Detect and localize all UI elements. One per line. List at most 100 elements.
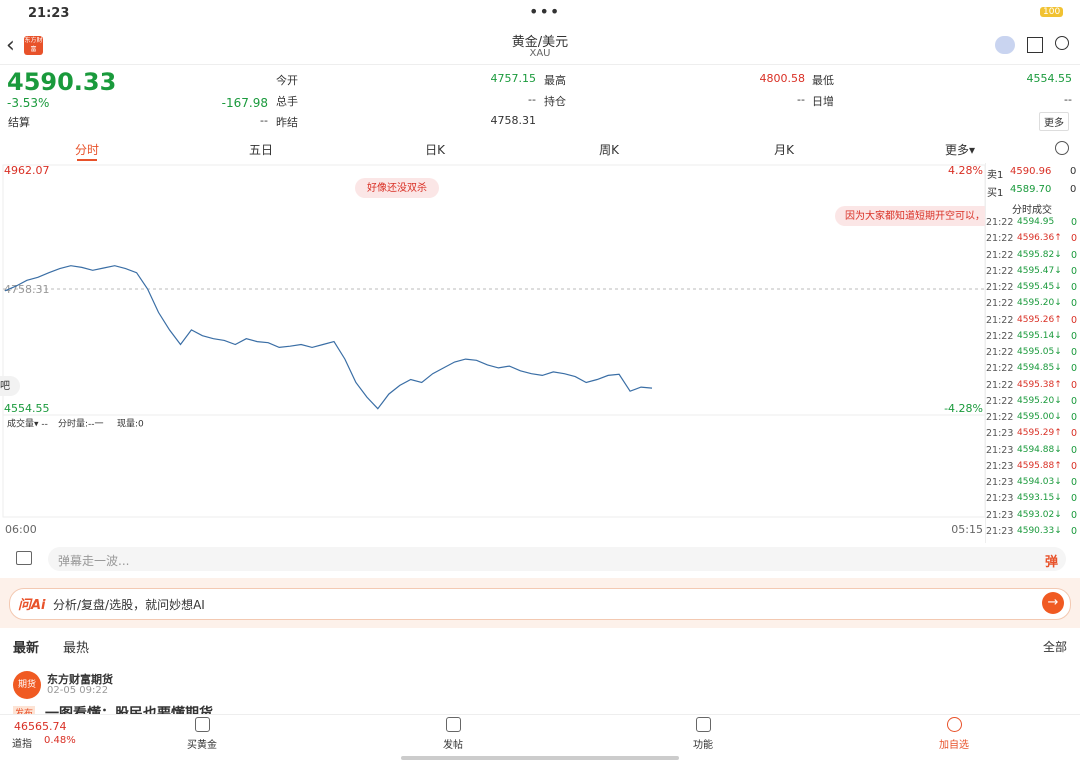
ai-placeholder: 分析/复盘/选股，就问妙想AI (53, 598, 205, 612)
book-price: 4589.70 (1010, 184, 1052, 195)
settings-icon[interactable] (1055, 141, 1069, 155)
trade-price: 4594.95 (1017, 217, 1055, 227)
field-label: 昨结 (276, 116, 298, 129)
trade-time: 21:22 (986, 282, 1014, 293)
nav-icon[interactable] (195, 717, 210, 732)
danmu-input[interactable] (48, 547, 1066, 571)
trade-price: 4595.82↓ (1017, 249, 1062, 260)
search-icon[interactable] (1055, 36, 1069, 50)
chart-tab[interactable]: 五日 (248, 143, 273, 157)
trade-price: 4595.26↑ (1017, 314, 1062, 325)
field-label: 日增 (812, 95, 834, 108)
share-icon[interactable] (1027, 37, 1043, 53)
nav-label[interactable]: 功能 (693, 740, 713, 751)
feed-filter[interactable]: 全部 (1043, 640, 1068, 654)
feed-tab-active[interactable]: 最新 (13, 641, 40, 656)
trade-volume: 0 (1071, 444, 1078, 456)
trade-volume: 0 (1071, 282, 1078, 293)
danmu-toggle[interactable] (16, 551, 32, 565)
chart-tab[interactable]: 日K (425, 143, 445, 157)
trade-volume: 0 (1071, 233, 1078, 245)
book-price: 4590.96 (1010, 166, 1052, 177)
app-logo: 东方财富 (24, 36, 43, 55)
trade-price: 4595.88↑ (1017, 460, 1062, 471)
nav-label[interactable]: 发帖 (443, 740, 463, 751)
nav-icon[interactable] (696, 717, 711, 732)
feed-tab[interactable]: 最热 (63, 641, 90, 656)
trade-time: 21:23 (986, 444, 1014, 456)
trade-volume: 0 (1071, 395, 1078, 407)
danmu-bubble: 吧 (0, 381, 10, 392)
chart-frame (2, 164, 985, 518)
post-author[interactable]: 东方财富期货 (47, 673, 113, 686)
divider (0, 64, 1080, 65)
trade-volume: 0 (1071, 428, 1078, 440)
book-label: 卖1 (987, 170, 1004, 181)
time-start: 06:00 (5, 523, 37, 536)
trade-volume: 0 (1071, 249, 1078, 261)
nav-label[interactable]: 买黄金 (187, 740, 217, 751)
trade-price: 4596.36↑ (1017, 233, 1062, 244)
trade-time: 21:22 (986, 249, 1014, 261)
book-volume: 0 (1070, 166, 1077, 177)
trade-volume: 0 (1071, 525, 1078, 537)
index-name: 道指 (12, 739, 32, 750)
trade-time: 21:22 (986, 363, 1014, 375)
bubble-bg (355, 178, 439, 198)
more-button[interactable]: 更多 (1039, 112, 1069, 131)
home-indicator (401, 756, 679, 760)
chart-tab[interactable]: 周K (599, 143, 619, 157)
trade-volume: 0 (1071, 477, 1078, 488)
trade-price: 4594.03↓ (1017, 477, 1062, 487)
status-time: 21:23 (28, 6, 70, 21)
trade-volume: 0 (1071, 412, 1078, 423)
field-value: 4757.15 (490, 72, 537, 85)
trade-time: 21:23 (986, 460, 1014, 472)
field-value: -- (528, 93, 536, 106)
trade-price: 4593.15↓ (1017, 493, 1062, 504)
bubble-bg (0, 376, 20, 396)
chart-tab[interactable]: 更多▾ (944, 143, 976, 157)
trade-price: 4595.20↓ (1017, 395, 1062, 406)
avatar[interactable]: 期货 (13, 671, 41, 699)
danmu-send[interactable]: 弹 (1045, 555, 1059, 570)
index-value: 46565.74 (14, 720, 67, 733)
nav-icon[interactable] (446, 717, 461, 732)
trade-price: 4595.45↓ (1017, 282, 1062, 292)
nav-icon[interactable] (947, 717, 962, 732)
bottom-pct: -4.28% (944, 402, 983, 415)
trade-volume: 0 (1071, 330, 1078, 342)
nav-label[interactable]: 加自选 (939, 740, 969, 751)
trade-time: 21:22 (986, 217, 1014, 228)
trade-price: 4594.85↓ (1017, 363, 1062, 374)
change: -167.98 (221, 96, 268, 110)
trade-price: 4593.02↓ (1017, 509, 1062, 520)
trade-price: 4595.29↑ (1017, 428, 1062, 439)
field-value: -- (260, 114, 268, 127)
trade-time: 21:22 (986, 265, 1014, 277)
trade-price: 4590.33↓ (1017, 525, 1062, 536)
ai-send[interactable]: → (1042, 592, 1064, 614)
trade-time: 21:22 (986, 347, 1014, 358)
bubble-bg (835, 206, 985, 226)
time-end: 05:15 (951, 523, 983, 536)
danmu-placeholder: 弹幕走一波... (58, 554, 130, 568)
back-button[interactable]: ‹ (6, 33, 15, 58)
trade-price: 4595.00↓ (1017, 412, 1062, 422)
trade-time: 21:23 (986, 428, 1014, 440)
assistant-icon[interactable] (995, 36, 1015, 54)
chart-tab[interactable]: 月K (774, 143, 794, 157)
ai-logo: 问Ai (18, 598, 46, 613)
last-price: 4590.33 (7, 68, 117, 96)
trade-price: 4595.38↑ (1017, 379, 1062, 390)
trade-time: 21:22 (986, 233, 1014, 245)
tab-underline (77, 159, 97, 161)
trade-time: 21:22 (986, 330, 1014, 342)
field-label: 最低 (812, 74, 834, 87)
trade-volume: 0 (1071, 298, 1078, 310)
bottom-price: 4554.55 (4, 402, 50, 415)
ai-input[interactable] (9, 588, 1071, 620)
chart-tab[interactable]: 分时 (74, 143, 99, 157)
mid-price: 4758.31 (4, 283, 50, 296)
